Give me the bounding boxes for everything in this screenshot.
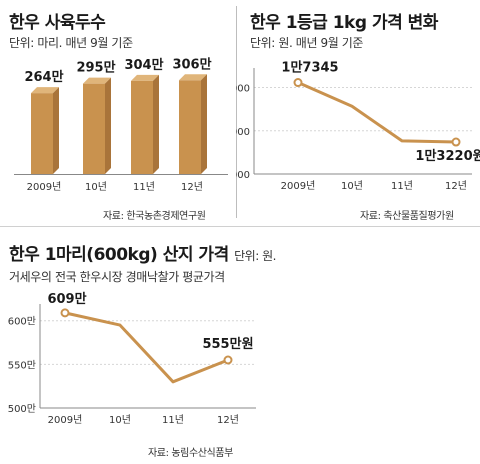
x-tick-label-0: 2009년 [281, 180, 316, 192]
chart3-line-plot: 600만 550만 500만 609만 555만원 2009년 10년 11년 12년 [8, 291, 256, 426]
y-tick-label-1: 14000 [236, 127, 250, 138]
point-marker-0 [60, 308, 70, 318]
bar-value-label-1: 295만 [76, 60, 115, 76]
horizontal-divider [0, 226, 480, 227]
chart3-title: 한우 1마리(600kg) 산지 가격 [9, 245, 229, 265]
data-label-3: 555만원 [202, 336, 253, 352]
data-label-3: 1만3220원 [415, 148, 480, 164]
bar-top-1 [83, 77, 111, 84]
x-tick-label-3: 12년 [217, 414, 239, 426]
x-tick-label-3: 12년 [445, 180, 467, 192]
chart1-bar-plot: 264만 295만 304만 306만 2009년 10년 11년 12년 [14, 56, 228, 193]
bar-top-3 [179, 74, 207, 81]
series-line [64, 311, 229, 384]
data-label-0: 609만 [47, 291, 86, 307]
chart2-title: 한우 1등급 1kg 가격 변화 [250, 13, 438, 33]
x-tick-label-0: 2009년 [48, 414, 83, 426]
bar-value-label-0: 264만 [24, 69, 63, 85]
x-tick-label-2: 11년 [133, 181, 155, 193]
bar-0 [31, 93, 53, 174]
x-tick-label-2: 11년 [162, 414, 184, 426]
series-line [297, 81, 457, 144]
x-tick-label-1: 10년 [109, 414, 131, 426]
chart1-title: 한우 사육두수 [9, 13, 106, 33]
bar-top-0 [31, 87, 59, 94]
x-tick-label-3: 12년 [181, 181, 203, 193]
x-tick-label-0: 2009년 [27, 181, 62, 193]
x-tick-label-1: 10년 [341, 180, 363, 192]
y-tick-label-2: 500만 [8, 403, 36, 415]
bar-1 [83, 83, 105, 174]
bar-side-1 [105, 77, 111, 174]
chart3-title-row: 한우 1마리(600kg) 산지 가격 단위: 원. [9, 240, 276, 265]
chart1-unit: 단위: 마리. 매년 9월 기준 [9, 36, 133, 50]
chart2-line-plot: 17000 14000 11000 1만7345 1만3220원 2009년 10년 11년 1… [236, 60, 480, 192]
data-label-0: 1만7345 [281, 60, 338, 76]
bar-value-label-2: 304만 [124, 57, 163, 73]
y-tick-label-0: 17000 [236, 84, 250, 95]
bar-top-2 [131, 74, 159, 81]
chart2-unit: 단위: 원. 매년 9월 기준 [250, 36, 364, 50]
point-marker-3 [223, 355, 233, 365]
chart1-source: 자료: 한국농촌경제연구원 [103, 211, 206, 222]
bar-side-2 [153, 74, 159, 174]
y-tick-label-1: 550만 [8, 359, 36, 371]
chart3-unit: 단위: 원. [234, 249, 276, 263]
bar-3 [179, 80, 201, 174]
y-tick-label-0: 600만 [8, 316, 36, 328]
point-marker-0 [293, 78, 303, 88]
x-tick-label-1: 10년 [85, 181, 107, 193]
x-tick-label-2: 11년 [391, 180, 413, 192]
bar-2 [131, 80, 153, 174]
chart3-subtitle: 거세우의 전국 한우시장 경매낙찰가 평균가격 [9, 270, 225, 284]
vertical-divider [236, 6, 237, 218]
y-tick-label-2: 11000 [236, 170, 250, 181]
chart2-source: 자료: 축산물품질평가원 [360, 211, 454, 222]
bar-value-label-3: 306만 [172, 56, 211, 72]
point-marker-3 [451, 137, 461, 147]
bar-side-3 [201, 74, 207, 174]
bar-side-0 [53, 87, 59, 174]
chart3-source: 자료: 농림수산식품부 [148, 448, 233, 459]
